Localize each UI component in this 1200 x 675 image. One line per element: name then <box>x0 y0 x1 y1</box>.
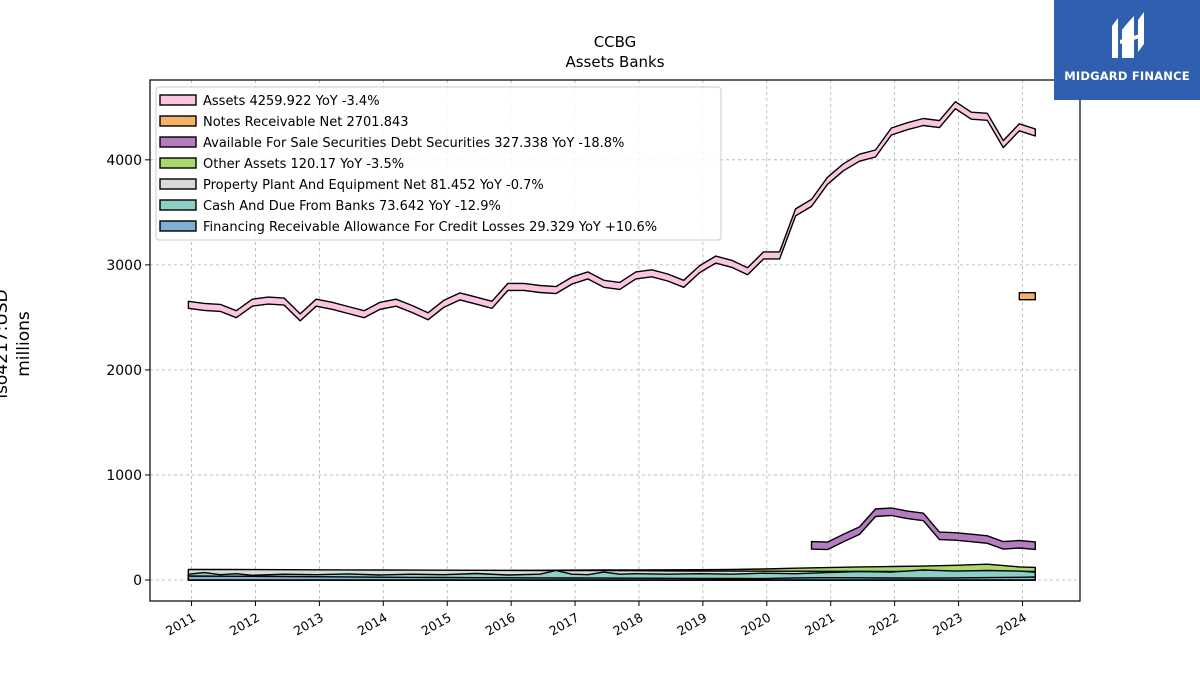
x-tick-label: 2024 <box>994 610 1029 639</box>
x-axis: 2011 2012 2013 2014 2015 2016 2017 2018 2019 2020… <box>163 601 1029 639</box>
y-axis: 0 1000 2000 3000 4000 <box>106 153 150 589</box>
x-tick-label: 2014 <box>355 610 390 639</box>
legend-swatch <box>159 136 197 148</box>
x-tick-label: 2019 <box>674 610 709 639</box>
series-0 <box>187 101 1036 322</box>
legend-swatch <box>159 94 197 106</box>
x-tick-label: 2011 <box>163 610 198 639</box>
plot-frame <box>149 79 1081 602</box>
series-area <box>1018 292 1036 301</box>
series-6 <box>187 575 1036 581</box>
series-1 <box>1018 292 1036 301</box>
logo-text: MIDGARD FINANCE <box>1064 69 1190 83</box>
legend-label: Financing Receivable Allowance For Credi… <box>203 220 657 235</box>
legend-box <box>155 86 722 241</box>
y-tick-label: 2000 <box>106 363 142 379</box>
x-tick-label: 2017 <box>547 610 582 639</box>
x-tick-label: 2015 <box>419 610 454 639</box>
legend: Assets 4259.922 YoY -3.4% Notes Receivabl… <box>155 86 722 241</box>
x-tick-label: 2016 <box>483 610 518 639</box>
legend-swatch <box>159 157 197 169</box>
y-axis-label-main: iso4217:USD <box>0 289 12 399</box>
chart-subtitle: Assets Banks <box>565 53 665 71</box>
legend-swatch <box>159 199 197 211</box>
x-tick-label: 2022 <box>866 610 901 639</box>
y-tick-label: 1000 <box>106 468 142 484</box>
y-tick-label: 0 <box>133 573 142 589</box>
brand-logo: MIDGARD FINANCE <box>1054 0 1200 100</box>
chart-title: CCBG <box>593 33 637 51</box>
logo-mark-icon <box>1112 12 1144 58</box>
x-tick-label: 2023 <box>930 610 965 639</box>
legend-label: Notes Receivable Net 2701.843 <box>203 115 409 130</box>
x-tick-label: 2018 <box>610 610 645 639</box>
y-tick-label: 3000 <box>106 258 142 274</box>
y-axis-label: iso4217:USD millions <box>0 194 37 494</box>
x-tick-label: 2012 <box>227 610 262 639</box>
x-tick-label: 2020 <box>738 610 773 639</box>
legend-label: Cash And Due From Banks 73.642 YoY -12.9… <box>203 199 501 214</box>
legend-label: Property Plant And Equipment Net 81.452 … <box>203 178 544 193</box>
legend-swatch <box>159 115 197 127</box>
legend-swatch <box>159 178 197 190</box>
series-area <box>810 507 1036 551</box>
legend-label: Other Assets 120.17 YoY -3.5% <box>203 157 404 172</box>
series-area <box>187 575 1036 581</box>
y-tick-label: 4000 <box>106 153 142 169</box>
legend-label: Assets 4259.922 YoY -3.4% <box>203 94 380 109</box>
series-area <box>187 101 1036 322</box>
legend-label: Available For Sale Securities Debt Secur… <box>203 136 624 151</box>
series-areas <box>187 101 1036 581</box>
series-2 <box>810 507 1036 551</box>
x-tick-label: 2013 <box>291 610 326 639</box>
legend-swatch <box>159 220 197 232</box>
y-axis-label-unit: millions <box>14 311 34 377</box>
x-tick-label: 2021 <box>802 610 837 639</box>
